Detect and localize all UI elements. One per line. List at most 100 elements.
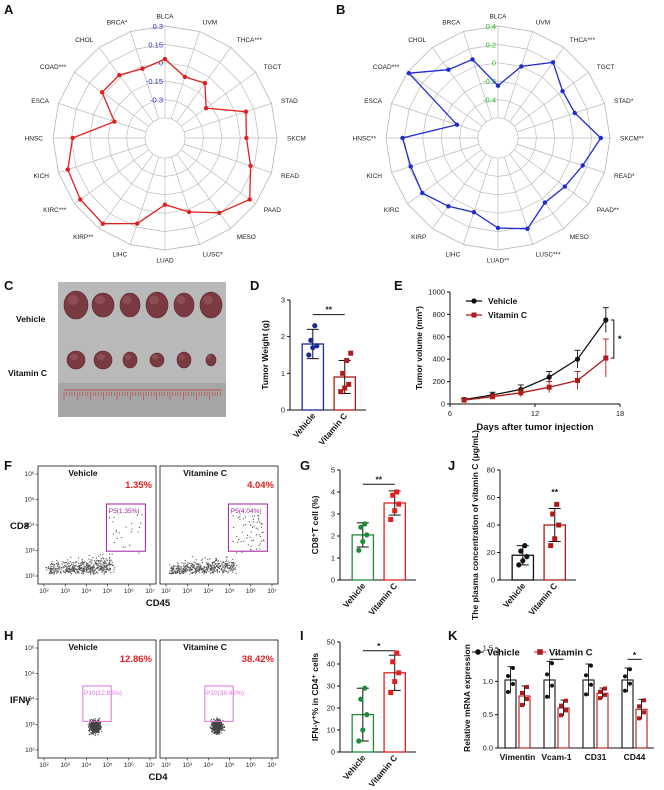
data-point	[525, 697, 529, 701]
flow-event-dot	[63, 565, 65, 567]
flow-event-dot	[209, 568, 211, 570]
flow-event-dot	[54, 564, 56, 566]
significance-label: *	[555, 650, 559, 660]
flow-event-dot	[79, 569, 81, 571]
radar-chart-a: BLCA UVM THCA*** TGCT STAD SKCM READ PAAD MESO LU…	[25, 14, 306, 265]
flow-event-dot	[93, 567, 95, 569]
flow-event-dot	[222, 564, 224, 566]
flow-event-dot	[185, 570, 187, 572]
flow-event-dot	[96, 567, 98, 569]
x-tick-label: Vehicle	[291, 411, 318, 440]
flow-event-dot	[247, 534, 249, 536]
flow-event-dot	[56, 570, 58, 572]
flow-event-dot	[94, 724, 96, 726]
x-tick-label: 10³	[60, 762, 70, 769]
flow-event-dot	[226, 565, 228, 567]
flow-event-dot	[231, 566, 233, 568]
significance-label: *	[377, 641, 381, 651]
series-line	[464, 319, 607, 401]
flow-event-dot	[175, 572, 177, 574]
flow-event-dot	[87, 565, 89, 567]
flow-event-dot	[69, 565, 71, 567]
radar-spoke	[509, 47, 565, 122]
flow-event-dot	[208, 567, 210, 569]
y-tick-label: 1000	[428, 288, 445, 297]
flow-event-dot	[76, 566, 78, 568]
flow-event-dot	[230, 569, 232, 571]
flow-event-dot	[80, 569, 82, 571]
flow-event-dot	[84, 567, 86, 569]
flow-event-dot	[241, 531, 243, 533]
panel-label-k: K	[448, 628, 458, 643]
flow-event-dot	[49, 569, 51, 571]
flow-event-dot	[82, 569, 84, 571]
flow-event-dot	[106, 566, 108, 568]
flow-event-dot	[216, 728, 218, 730]
flow-event-dot	[171, 567, 173, 569]
flow-event-dot	[202, 568, 204, 570]
flow-event-dot	[177, 569, 179, 571]
flow-event-dot	[97, 566, 99, 568]
flow-event-dot	[219, 720, 221, 722]
series-point	[574, 356, 581, 362]
data-point	[364, 532, 370, 538]
radar-spoke	[463, 157, 493, 245]
radar-point	[470, 57, 475, 62]
flow-event-dot	[183, 563, 185, 565]
flow-event-dot	[108, 569, 110, 571]
y-tick-label: 10⁵	[25, 497, 35, 504]
flow-event-dot	[214, 731, 216, 733]
flow-event-dot	[258, 544, 260, 546]
flow-event-dot	[216, 730, 218, 732]
flow-gate	[204, 685, 234, 722]
radar-point	[408, 164, 413, 169]
flow-event-dot	[56, 559, 58, 561]
flow-event-dot	[49, 571, 51, 573]
flow-event-dot	[212, 561, 214, 563]
flow-event-dot	[103, 561, 105, 563]
flow-x-label: CD4	[148, 772, 168, 783]
flow-event-dot	[170, 573, 172, 575]
radar-point	[217, 210, 222, 215]
flow-plot-title: Vehicle	[68, 468, 98, 478]
data-point	[548, 543, 554, 549]
flow-event-dot	[258, 519, 260, 521]
flow-event-dot	[67, 568, 69, 570]
flow-event-dot	[95, 557, 97, 559]
radar-point	[182, 74, 188, 80]
flow-event-dot	[214, 727, 216, 729]
flow-event-dot	[211, 731, 213, 733]
flow-event-dot	[249, 536, 251, 538]
flow-event-dot	[214, 723, 216, 725]
series-point	[546, 374, 552, 380]
x-tick-label: 10²	[161, 588, 171, 595]
flow-event-dot	[193, 571, 195, 573]
flow-event-dot	[86, 571, 88, 573]
data-point	[520, 558, 526, 564]
flow-event-dot	[64, 562, 66, 564]
flow-event-dot	[230, 565, 232, 567]
flow-event-dot	[192, 571, 194, 573]
data-point	[589, 663, 593, 668]
flow-event-dot	[97, 718, 99, 720]
flow-event-dot	[213, 719, 215, 721]
x-tick-label: Vehicle	[341, 753, 368, 782]
y-axis-label: Tumor Weight (g)	[260, 320, 270, 390]
flow-event-dot	[229, 566, 231, 568]
flow-event-dot	[95, 721, 97, 723]
y-axis-label: Relative mRNA expression	[462, 644, 472, 752]
flow-event-dot	[220, 726, 222, 728]
flow-event-dot	[194, 562, 196, 564]
bar-chart-k: 0.0 0.5 1.0 1.5 Relative mRNA expression Vime…	[462, 644, 654, 762]
flow-event-dot	[105, 572, 107, 574]
flow-event-dot	[186, 568, 188, 570]
flow-event-dot	[87, 568, 89, 570]
flow-event-dot	[236, 552, 238, 554]
flow-event-dot	[216, 723, 218, 725]
data-point	[356, 547, 362, 553]
flow-event-dot	[106, 564, 108, 566]
flow-event-dot	[99, 721, 101, 723]
flow-event-dot	[182, 570, 184, 572]
radar-category-label: HNSC**	[353, 136, 377, 143]
y-tick-label: 10⁶	[25, 645, 35, 652]
